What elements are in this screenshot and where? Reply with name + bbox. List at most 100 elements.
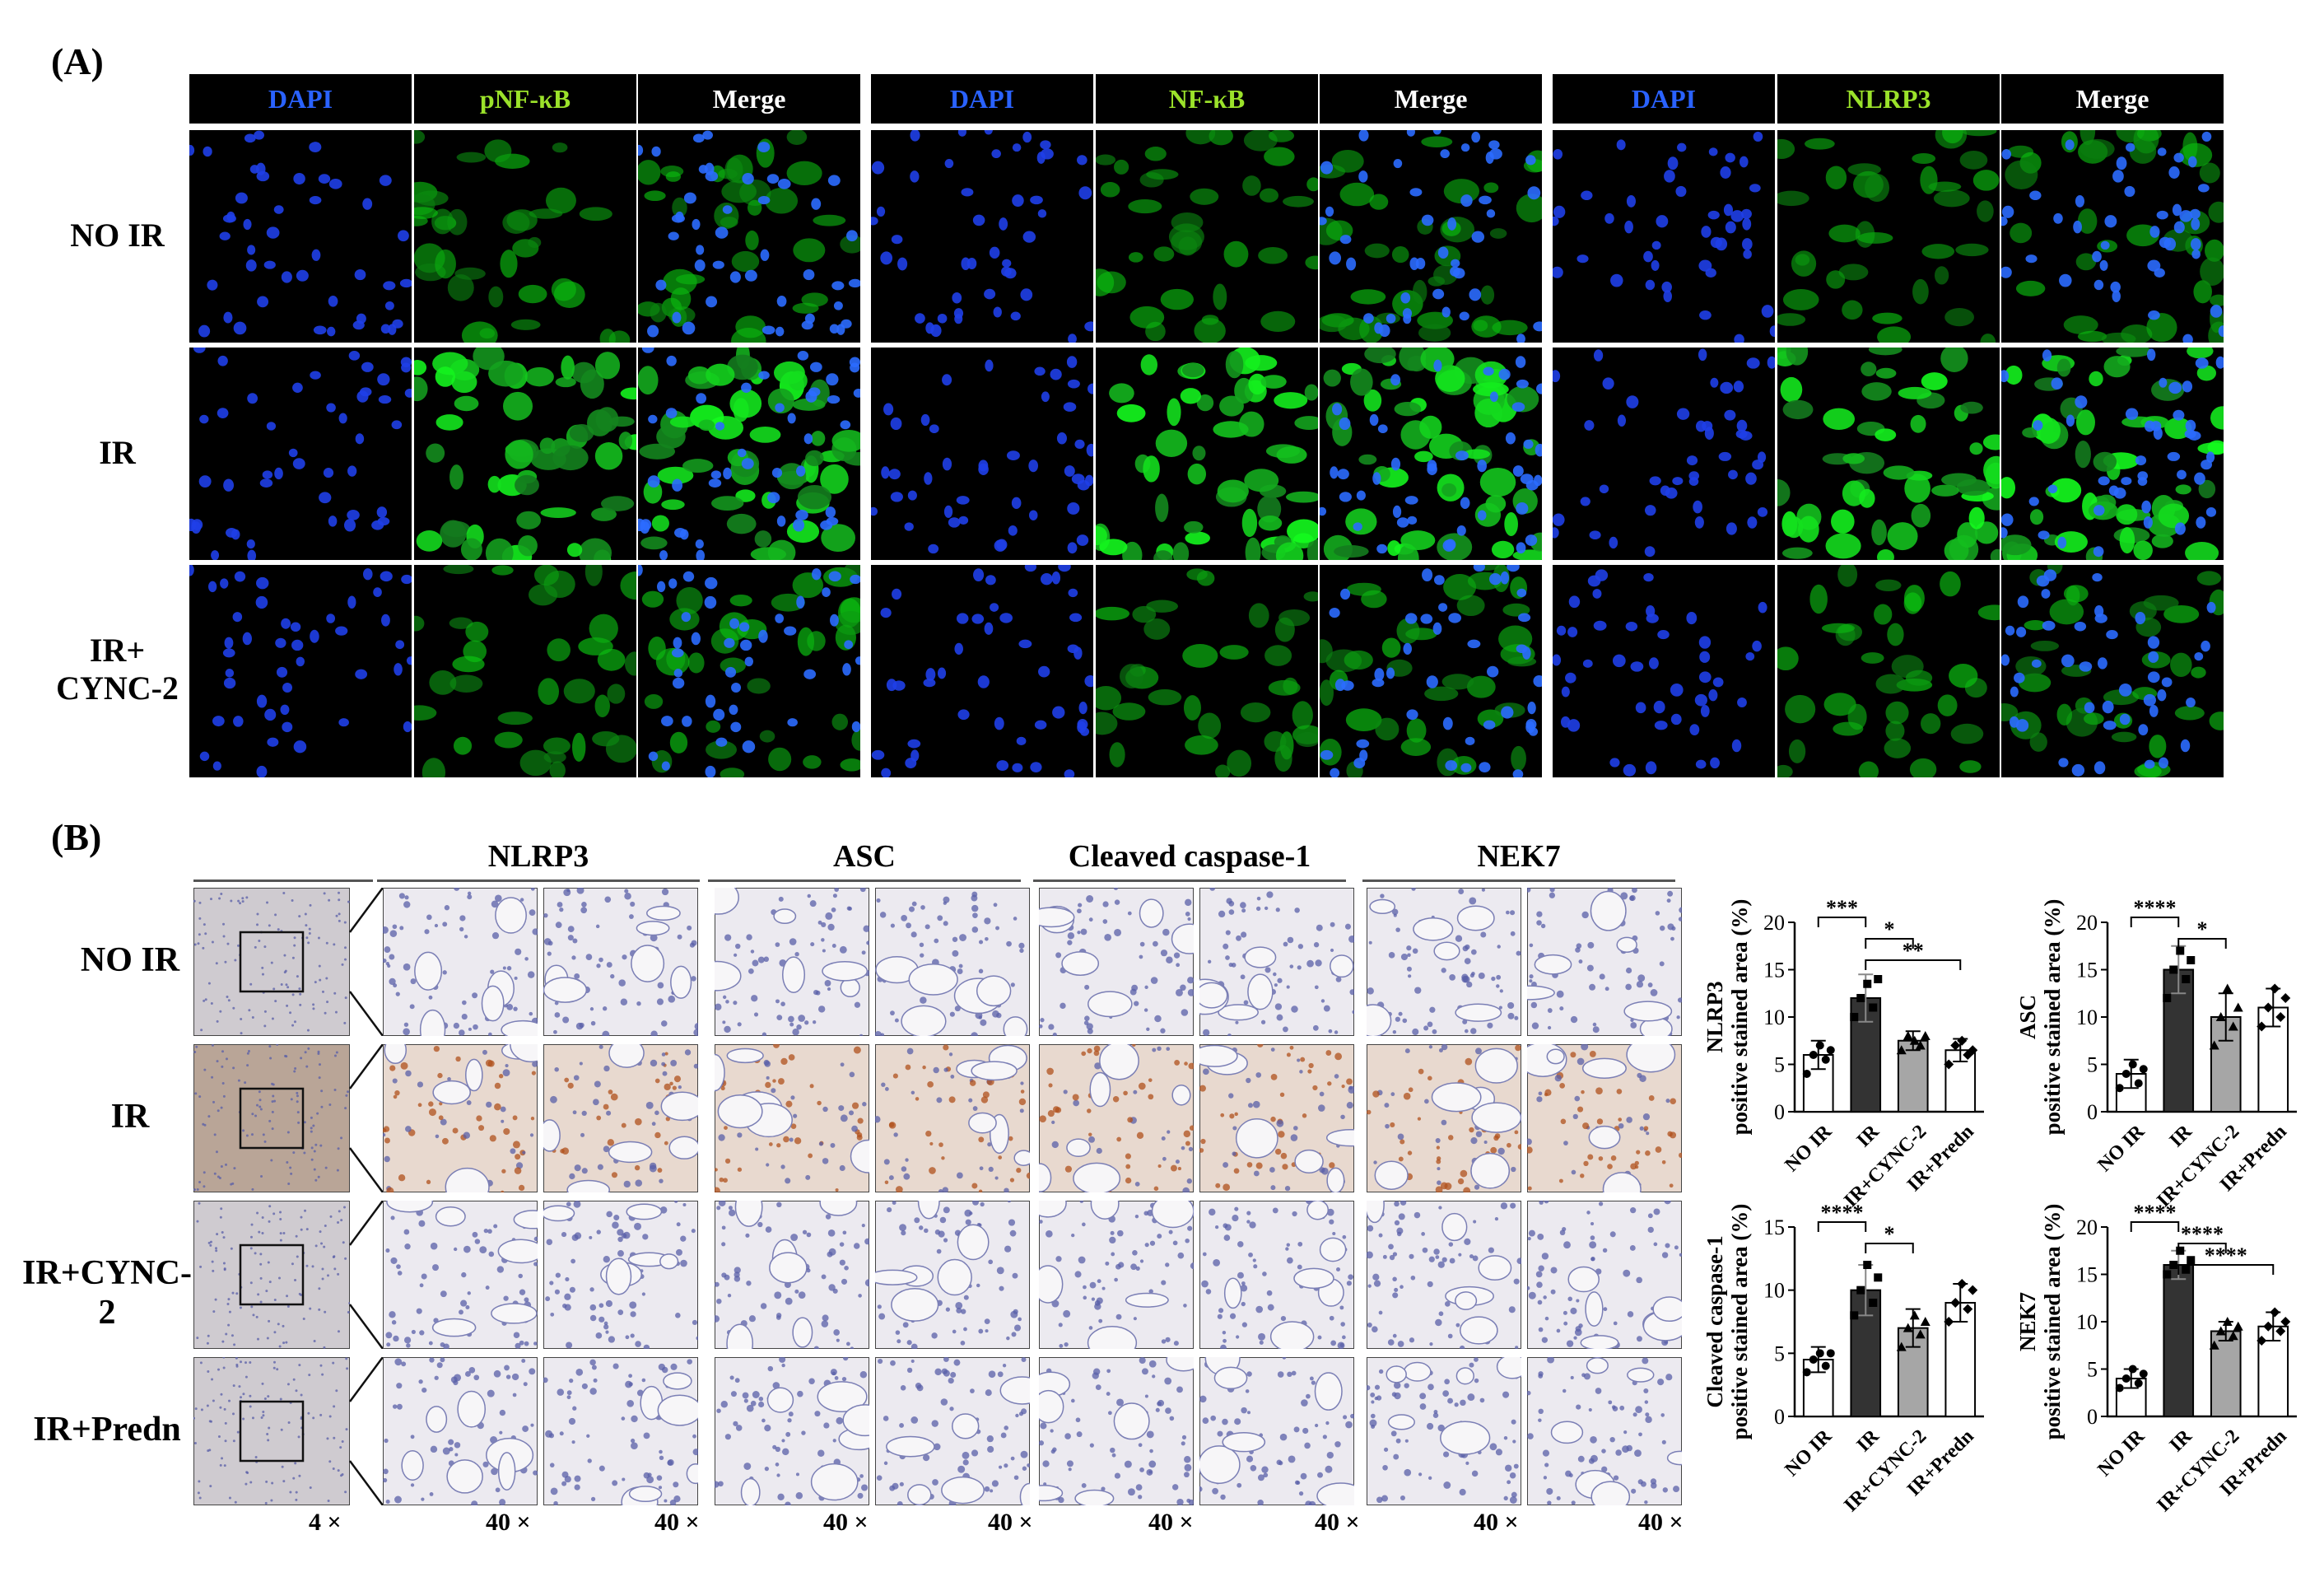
magnification-label: 40 × [988, 1509, 1033, 1536]
data-point [1915, 1040, 1926, 1050]
y-tick-label: 10 [1763, 1279, 1785, 1303]
y-tick-label: 10 [1763, 1005, 1785, 1029]
fluorescence-micrograph [871, 130, 1093, 343]
magnification-label: 40 × [654, 1509, 700, 1536]
data-point [2270, 1307, 2280, 1318]
data-point [2169, 1261, 2178, 1269]
significance-label: ** [1903, 939, 1924, 963]
data-point [1963, 1304, 1973, 1314]
data-point [1802, 1070, 1811, 1078]
fluorescence-micrograph [1777, 348, 2000, 560]
y-axis-label: positive stained area (%) [1727, 899, 1752, 1136]
data-point [2176, 946, 2185, 955]
fluorescence-micrograph [1320, 348, 1542, 560]
data-point [1815, 1041, 1824, 1050]
fluorescence-micrograph [1320, 130, 1542, 343]
x-category-label: NO IR [1781, 1121, 1836, 1176]
data-point [1903, 1031, 1913, 1040]
y-tick-label: 10 [2076, 1310, 2098, 1334]
panel-b-stain-header: ASC [832, 839, 897, 874]
data-point [2163, 994, 2172, 1002]
data-point [1802, 1368, 1811, 1377]
data-point [2228, 1331, 2238, 1341]
panel-b-label: (B) [51, 816, 102, 858]
significance-label: **** [1821, 1201, 1864, 1225]
fluorescence-micrograph [189, 130, 412, 343]
bar-chart-1: NLRP3 positive stained area (%) 0 5 10 15 20 NO… [1702, 896, 1984, 1211]
ihc-micrograph [1039, 1201, 1194, 1349]
panel-a-header: DAPI [871, 74, 1093, 124]
data-point [1950, 1040, 1961, 1051]
ihc-micrograph [875, 1357, 1030, 1505]
significance-label: **** [2134, 896, 2177, 920]
ihc-micrograph [1367, 1201, 1521, 1349]
data-point [2139, 1369, 2148, 1379]
y-tick-label: 10 [2076, 1005, 2098, 1029]
ihc-micrograph [1367, 1357, 1521, 1505]
fluorescence-micrograph [414, 565, 636, 777]
data-point [1850, 1311, 1859, 1320]
fluorescence-micrograph [871, 348, 1093, 560]
data-point [2121, 1070, 2131, 1078]
panel-b-row-label: IR+Predn [33, 1411, 181, 1449]
data-point [1944, 1317, 1954, 1327]
data-point [2182, 1265, 2191, 1274]
error-bar [2218, 992, 2233, 1042]
ihc-micrograph [383, 888, 538, 1036]
data-point [1903, 1323, 1913, 1332]
panel-b-row-label: NO IR [80, 941, 180, 979]
y-axis-label: positive stained area (%) [2040, 899, 2065, 1136]
data-point [1896, 1341, 1907, 1351]
data-point [2263, 1321, 2274, 1332]
stain-header-underline [1362, 879, 1675, 882]
ihc-micrograph [383, 1357, 538, 1505]
data-point [1957, 1279, 1968, 1289]
y-tick-label: 5 [2087, 1358, 2098, 1382]
ihc-micrograph [1039, 888, 1194, 1036]
magnification-label: 40 × [1315, 1509, 1360, 1536]
bar-chart-4: NEK7 positive stained area (%) 0 5 10 15 20 NO … [2015, 1201, 2297, 1516]
data-point [1863, 979, 1872, 988]
data-point [2176, 1246, 2185, 1255]
fluorescence-micrograph [414, 348, 636, 560]
bar-chart-3: Cleaved caspase-1 positive stained area (… [1702, 1201, 1984, 1516]
fluorescence-micrograph [2001, 348, 2224, 560]
data-point [2215, 1012, 2226, 1021]
data-point [1874, 975, 1883, 983]
x-category-label: NO IR [2093, 1425, 2149, 1481]
ihc-micrograph [543, 1201, 698, 1349]
data-point [1856, 994, 1865, 1002]
data-point [2128, 1365, 2137, 1374]
fluorescence-micrograph [414, 130, 636, 343]
y-tick-label: 0 [1774, 1405, 1785, 1429]
data-point [1950, 1298, 1961, 1308]
y-tick-label: 20 [2076, 911, 2098, 935]
data-point [1850, 1013, 1859, 1021]
data-point [2115, 1084, 2124, 1093]
x-category-label: NO IR [2093, 1121, 2149, 1176]
ihc-overview-image [193, 1044, 350, 1192]
data-point [1968, 1285, 1978, 1295]
significance-bracket [2130, 917, 2180, 927]
data-point [1809, 1051, 1818, 1059]
zoom-connector-lines [348, 888, 383, 1036]
y-axis-label: NEK7 [2015, 1292, 2040, 1351]
data-point [2228, 1021, 2238, 1031]
x-category-label: IR [2166, 1425, 2197, 1457]
y-axis-label: ASC [2015, 995, 2040, 1039]
x-category-label: NO IR [1781, 1425, 1836, 1481]
data-point [1957, 1035, 1968, 1046]
data-point [1821, 1361, 1830, 1370]
x-category-label: IR [1853, 1121, 1884, 1152]
data-point [1968, 1045, 1978, 1056]
fluorescence-micrograph [1096, 348, 1318, 560]
significance-bracket [2177, 938, 2227, 949]
ihc-micrograph [1199, 1044, 1354, 1192]
ihc-micrograph [1039, 1357, 1194, 1505]
ihc-micrograph [1367, 1044, 1521, 1192]
data-point [2256, 1021, 2267, 1032]
ihc-micrograph [715, 1044, 869, 1192]
zoom-connector-lines [348, 1201, 383, 1349]
panel-b-stain-header: NLRP3 [487, 839, 589, 874]
significance-bracket [1865, 938, 1914, 949]
